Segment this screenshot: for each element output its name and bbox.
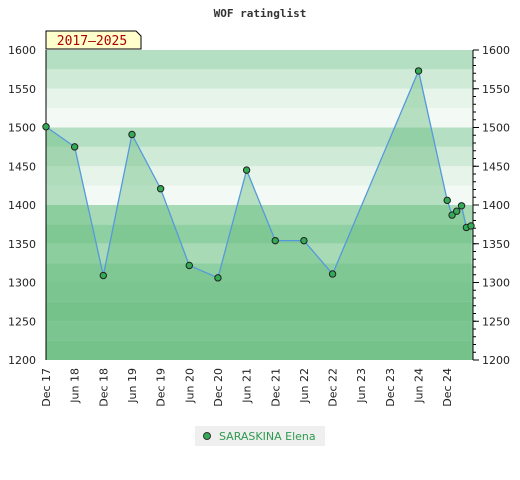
x-tick-label: Dec 23 [384,368,397,407]
chart-title: WOF ratinglist [214,7,307,20]
band [46,127,473,147]
data-point [271,236,279,245]
y-tick-label-right: 1600 [482,44,510,57]
band [46,88,473,109]
data-point [300,236,308,245]
band [46,166,473,186]
y-tick-label-left: 1350 [8,238,36,251]
band [46,243,473,264]
x-tick-label: Dec 20 [212,368,225,407]
y-tick-label-left: 1200 [8,354,36,367]
x-tick-label: Dec 19 [155,368,168,407]
data-point [457,202,466,210]
x-tick-label: Jun 21 [241,368,254,404]
data-markers [42,67,475,282]
x-tick-label: Dec 21 [269,368,282,407]
band [46,50,473,70]
band [46,224,473,244]
x-tick-label: Dec 18 [97,368,110,407]
y-tick-label-right: 1350 [482,238,510,251]
data-point [156,185,165,193]
data-point [128,130,136,139]
y-tick-label-left: 1500 [8,122,36,135]
y-tick-label-left: 1300 [8,277,36,290]
band [46,108,473,128]
data-point [185,261,193,270]
y-tick-label-right: 1400 [482,199,510,212]
y-tick-label-right: 1550 [482,83,510,96]
data-point [99,271,108,280]
data-point [42,123,50,131]
data-point [448,211,456,219]
x-tick-label: Jun 20 [183,368,196,404]
legend-label: SARASKINA Elena [219,429,316,443]
y-tick-label-left: 1400 [8,199,36,212]
legend-marker-icon [203,432,211,440]
x-tick-label: Dec 17 [40,368,53,407]
band [46,340,473,360]
data-point [70,143,79,151]
data-point [467,222,475,230]
y-tick-label-right: 1500 [482,122,510,135]
background-bands [46,50,473,360]
y-tick-label-right: 1200 [482,354,510,367]
x-tick-label: Jun 22 [298,368,311,404]
x-tick-label: Jun 23 [355,368,368,404]
band [46,321,473,341]
x-tick-label: Jun 18 [69,368,82,404]
data-point [214,274,222,282]
x-tick-label: Dec 24 [441,368,454,407]
period-badge: 2017–2025 [45,30,142,50]
data-point [452,207,461,215]
y-tick-label-left: 1450 [8,160,36,173]
band [46,205,473,225]
data-point [328,270,337,278]
legend: SARASKINA Elena [195,426,325,446]
band [46,69,473,89]
data-point [443,196,451,205]
band [46,185,473,205]
x-tick-label: Dec 22 [327,368,340,407]
y-tick-label-left: 1600 [8,44,36,57]
area-fill [46,70,471,361]
data-point [242,166,251,174]
band [46,301,473,322]
band [46,146,473,167]
y-tick-label-left: 1250 [8,315,36,328]
y-tick-label-right: 1450 [482,160,510,173]
x-tick-label: Jun 19 [126,368,139,404]
band [46,282,473,302]
y-tick-label-left: 1550 [8,83,36,96]
x-tick-label: Jun 24 [413,368,426,404]
y-tick-label-right: 1250 [482,315,510,328]
period-badge-text: 2017–2025 [57,34,127,49]
axes: 1200 1200 1250 1250 1300 1300 1350 1350 1400 1400… [8,44,510,407]
data-point [414,67,423,75]
band [46,263,473,283]
y-tick-label-right: 1300 [482,277,510,290]
